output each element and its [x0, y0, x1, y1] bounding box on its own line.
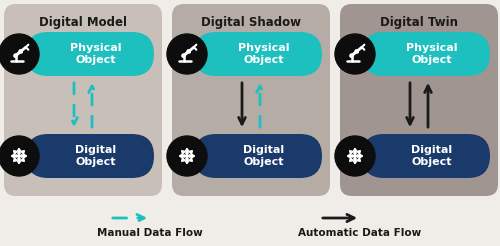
Text: Manual Data Flow: Manual Data Flow: [97, 228, 203, 238]
Circle shape: [18, 158, 20, 160]
Circle shape: [352, 153, 358, 159]
Circle shape: [15, 155, 18, 157]
Text: Object: Object: [76, 55, 116, 65]
Circle shape: [167, 34, 207, 74]
FancyBboxPatch shape: [194, 32, 322, 76]
Circle shape: [182, 54, 186, 57]
Text: Object: Object: [244, 157, 284, 167]
Text: Digital: Digital: [412, 145, 453, 155]
Text: Digital Shadow: Digital Shadow: [201, 16, 301, 29]
Circle shape: [186, 158, 188, 160]
FancyBboxPatch shape: [172, 4, 330, 196]
Circle shape: [335, 34, 375, 74]
Polygon shape: [180, 148, 194, 164]
Circle shape: [356, 155, 359, 157]
Circle shape: [335, 136, 375, 176]
Circle shape: [16, 153, 22, 159]
Circle shape: [351, 155, 354, 157]
Circle shape: [18, 152, 20, 154]
Text: Object: Object: [244, 55, 284, 65]
Text: Digital Model: Digital Model: [39, 16, 127, 29]
Circle shape: [186, 152, 188, 154]
Text: Physical: Physical: [238, 43, 290, 53]
Text: Physical: Physical: [406, 43, 458, 53]
Circle shape: [187, 50, 190, 53]
Text: Object: Object: [412, 157, 452, 167]
Circle shape: [14, 54, 18, 57]
Circle shape: [167, 136, 207, 176]
Circle shape: [19, 50, 22, 53]
Text: Digital: Digital: [76, 145, 116, 155]
Text: Digital Twin: Digital Twin: [380, 16, 458, 29]
Circle shape: [20, 155, 23, 157]
Text: Physical: Physical: [70, 43, 122, 53]
Circle shape: [0, 34, 39, 74]
Circle shape: [354, 152, 356, 154]
Circle shape: [184, 153, 190, 159]
Text: Automatic Data Flow: Automatic Data Flow: [298, 228, 422, 238]
Circle shape: [0, 136, 39, 176]
FancyBboxPatch shape: [340, 4, 498, 196]
FancyBboxPatch shape: [194, 134, 322, 178]
Polygon shape: [348, 148, 362, 164]
Text: Digital: Digital: [244, 145, 284, 155]
Circle shape: [350, 54, 354, 57]
FancyBboxPatch shape: [26, 134, 154, 178]
Text: Object: Object: [412, 55, 452, 65]
FancyBboxPatch shape: [4, 4, 162, 196]
FancyBboxPatch shape: [362, 32, 490, 76]
Circle shape: [188, 155, 191, 157]
Polygon shape: [12, 148, 26, 164]
Text: Object: Object: [76, 157, 116, 167]
Circle shape: [183, 155, 186, 157]
FancyBboxPatch shape: [362, 134, 490, 178]
Circle shape: [355, 50, 358, 53]
FancyBboxPatch shape: [26, 32, 154, 76]
Circle shape: [354, 158, 356, 160]
